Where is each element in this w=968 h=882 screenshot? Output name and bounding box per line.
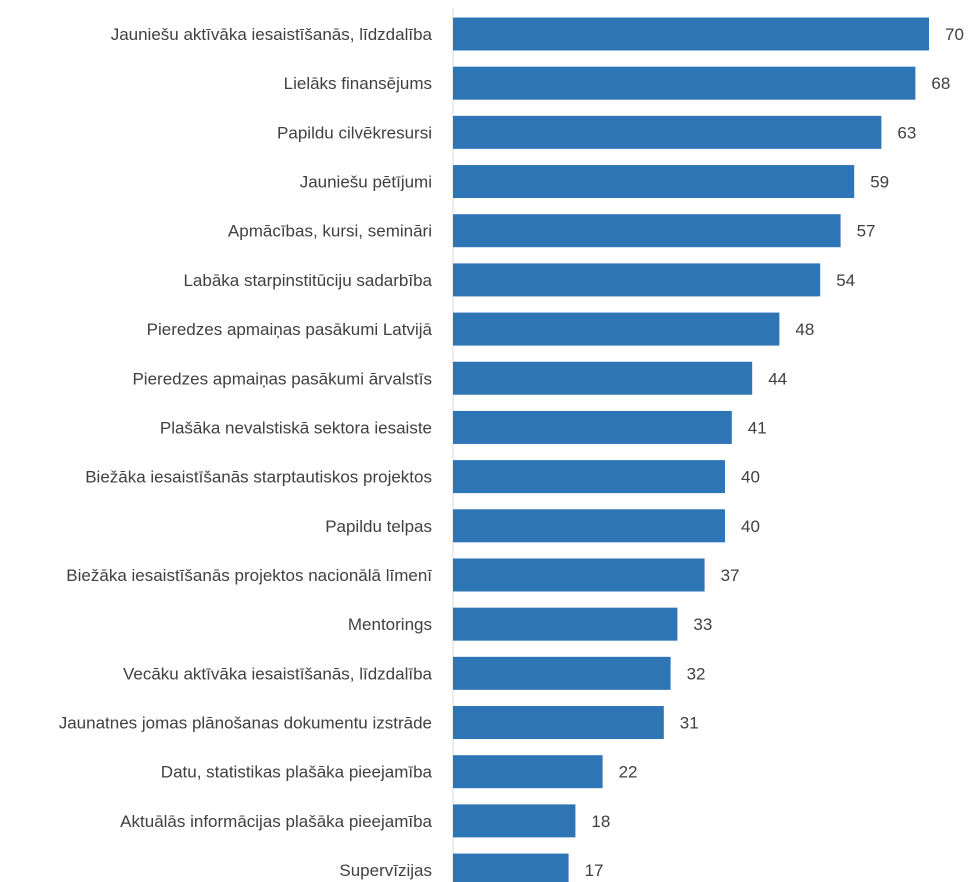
bar bbox=[453, 509, 725, 543]
bar bbox=[453, 804, 576, 838]
data-label: 57 bbox=[857, 222, 876, 241]
bar bbox=[453, 755, 603, 789]
category-label: Vecāku aktīvāka iesaistīšanās, līdzdalīb… bbox=[123, 664, 433, 683]
category-labels: Jauniešu aktīvāka iesaistīšanās, līdzdal… bbox=[59, 25, 433, 880]
category-label: Mentorings bbox=[348, 615, 432, 634]
data-label: 48 bbox=[795, 320, 814, 339]
bar bbox=[453, 312, 780, 346]
data-label: 41 bbox=[748, 418, 767, 437]
data-label: 17 bbox=[585, 861, 604, 880]
bar bbox=[453, 165, 855, 199]
category-label: Pieredzes apmaiņas pasākumi ārvalstīs bbox=[132, 369, 432, 388]
bar bbox=[453, 656, 671, 690]
bar bbox=[453, 66, 916, 100]
bar bbox=[453, 410, 732, 444]
bar bbox=[453, 17, 929, 51]
data-label: 40 bbox=[741, 517, 760, 536]
category-label: Biežāka iesaistīšanās starptautiskos pro… bbox=[85, 468, 432, 487]
data-label: 63 bbox=[897, 123, 916, 142]
data-label: 33 bbox=[693, 615, 712, 634]
data-label: 18 bbox=[591, 812, 610, 831]
category-label: Lielāks finansējums bbox=[284, 74, 432, 93]
category-label: Papildu cilvēkresursi bbox=[277, 123, 432, 142]
data-label: 37 bbox=[721, 566, 740, 585]
bar bbox=[453, 263, 821, 297]
bar bbox=[453, 853, 569, 882]
category-label: Supervīzijas bbox=[339, 861, 432, 880]
bar bbox=[453, 607, 678, 641]
data-label: 22 bbox=[619, 763, 638, 782]
data-label: 59 bbox=[870, 173, 889, 192]
category-label: Plašāka nevalstiskā sektora iesaiste bbox=[160, 418, 432, 437]
category-label: Jauniešu pētījumi bbox=[300, 173, 432, 192]
bar bbox=[453, 115, 882, 149]
bar bbox=[453, 460, 725, 494]
category-label: Biežāka iesaistīšanās projektos nacionāl… bbox=[66, 566, 432, 585]
category-label: Pieredzes apmaiņas pasākumi Latvijā bbox=[147, 320, 433, 339]
bar bbox=[453, 706, 664, 740]
bars-layer bbox=[453, 17, 929, 882]
data-label: 54 bbox=[836, 271, 855, 290]
data-label: 68 bbox=[931, 74, 950, 93]
data-label: 70 bbox=[945, 25, 964, 44]
category-label: Datu, statistikas plašāka pieejamība bbox=[161, 763, 433, 782]
category-label: Aktuālās informācijas plašāka pieejamība bbox=[120, 812, 432, 831]
category-label: Apmācības, kursi, semināri bbox=[228, 222, 432, 241]
category-label: Labāka starpinstitūciju sadarbība bbox=[183, 271, 432, 290]
data-label: 32 bbox=[687, 664, 706, 683]
data-label: 31 bbox=[680, 714, 699, 733]
category-label: Papildu telpas bbox=[325, 517, 432, 536]
category-label: Jauniešu aktīvāka iesaistīšanās, līdzdal… bbox=[111, 25, 433, 44]
data-label: 44 bbox=[768, 369, 787, 388]
data-labels: 70 68 63 59 57 54 48 44 41 40 40 37 33 32 31 22 18 17 bbox=[585, 25, 964, 880]
category-label: Jaunatnes jomas plānošanas dokumentu izs… bbox=[59, 714, 432, 733]
bar bbox=[453, 214, 841, 248]
bar bbox=[453, 361, 753, 395]
bar bbox=[453, 558, 705, 592]
data-label: 40 bbox=[741, 468, 760, 487]
